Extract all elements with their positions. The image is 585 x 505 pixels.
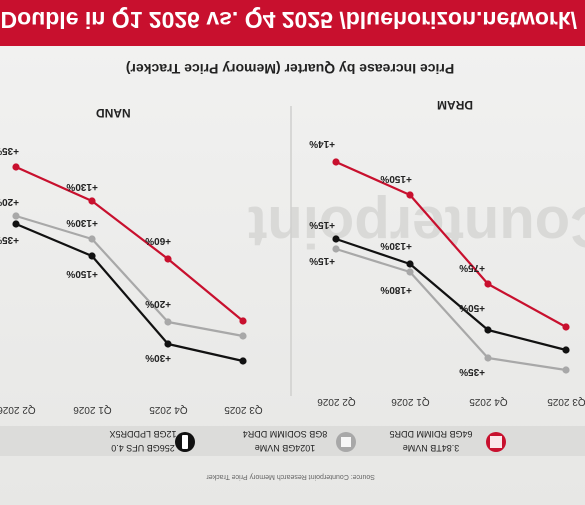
nand-red-data-label: +35% (0, 145, 19, 156)
header-banner: More Than Double in Q1 2026 vs. Q4 2025 … (0, 0, 585, 46)
dram-black-data-label: +15% (309, 219, 335, 230)
dram-x-tick-label: Q1 2026 (391, 396, 430, 407)
legend-dram-line2: 3.84TB NVMe (403, 443, 460, 453)
nand-red-data-label: +60% (145, 235, 171, 246)
dram-x-tick-label: Q4 2025 (469, 396, 508, 407)
nand-gray-point (12, 212, 20, 220)
tick-layer: Q3 2025 Q4 2025 Q1 2026 Q2 2026 Q3 2025 Q4 20… (0, 396, 585, 415)
dram-red-line (335, 160, 567, 328)
nand-red-point (12, 163, 20, 171)
chart-area: Counterpoint Price Increase by Quarter (… (0, 61, 585, 480)
label-layer: +75% +150% +14% +50% +130% +15% +35% +180% +15% +… (0, 138, 485, 377)
dram-red-point (406, 191, 414, 199)
header-text: More Than Double in Q1 2026 vs. Q4 2025 … (0, 7, 577, 33)
legend-phone: 12GB LPDDR5X 256GB UFS 4.0 (109, 429, 195, 453)
dram-black-data-label: +130% (380, 240, 412, 251)
nand-gray-data-label: +20% (0, 196, 19, 207)
dram-red-data-label: +14% (309, 138, 335, 149)
series-layer (12, 158, 570, 374)
chart-title: Price Increase by Quarter (Memory Price … (126, 61, 454, 77)
nand-x-tick-label: Q2 2026 (0, 404, 36, 415)
nand-black-point (239, 357, 247, 365)
dram-gray-point (562, 366, 570, 374)
dram-gray-data-label: +180% (380, 284, 412, 295)
nand-black-point (164, 340, 172, 348)
nand-black-data-label: +30% (145, 352, 171, 363)
nand-x-tick-label: Q4 2025 (149, 404, 188, 415)
legend-sodimm-line1: 8GB SODIMM DDR4 (243, 429, 328, 439)
nand-gray-point (88, 235, 96, 243)
dram-x-tick-label: Q2 2026 (317, 396, 356, 407)
legend-dram-line1: 64GB RDIMM DDR5 (389, 429, 472, 439)
nand-gray-line (15, 214, 244, 338)
dram-panel-title: DRAM (437, 98, 473, 112)
nand-gray-point (239, 332, 247, 340)
legend-phone-line1: 12GB LPDDR5X (109, 429, 176, 439)
dram-red-point (332, 158, 340, 166)
nand-black-point (88, 252, 96, 260)
nand-red-point (239, 317, 247, 325)
dram-gray-point (406, 268, 414, 276)
nand-x-tick-label: Q1 2026 (73, 404, 112, 415)
dram-black-point (332, 235, 340, 243)
dram-gray-line (335, 247, 567, 372)
legend-phone-line2: 256GB UFS 4.0 (111, 443, 175, 453)
nand-gray-data-label: +130% (66, 217, 98, 228)
nand-black-point (12, 220, 20, 228)
nand-red-point (88, 197, 96, 205)
dram-red-point (562, 323, 570, 331)
dram-black-data-label: +50% (459, 302, 485, 313)
dram-gray-data-label: +35% (459, 366, 485, 377)
nand-gray-data-label: +20% (145, 298, 171, 309)
dram-red-point (484, 280, 492, 288)
dram-black-line (335, 237, 567, 352)
nand-red-point (164, 255, 172, 263)
nand-panel-title: NAND (96, 106, 131, 120)
dram-gray-point (332, 245, 340, 253)
dram-x-tick-label: Q3 2025 (547, 396, 585, 407)
nand-x-tick-label: Q3 2025 (224, 404, 263, 415)
watermark: Counterpoint (248, 194, 585, 259)
legend-sodimm-line2: 1024GB NVMe (255, 443, 316, 453)
nand-black-line (15, 222, 244, 363)
legend-dram: 64GB RDIMM DDR5 3.84TB NVMe (389, 429, 506, 453)
nand-red-line (15, 165, 244, 322)
dram-black-point (484, 326, 492, 334)
dram-black-point (562, 346, 570, 354)
legend-sodimm: 8GB SODIMM DDR4 1024GB NVMe (243, 429, 356, 453)
dram-gray-point (484, 354, 492, 362)
nand-gray-point (164, 318, 172, 326)
dram-black-point (406, 260, 414, 268)
nand-black-data-label: +35% (0, 234, 19, 245)
source-note: Source: Counterpoint Research Memory Pri… (206, 473, 375, 480)
nand-red-data-label: +130% (66, 181, 98, 192)
dram-red-data-label: +75% (459, 262, 485, 273)
dram-gray-data-label: +15% (309, 255, 335, 266)
nand-black-data-label: +150% (66, 268, 98, 279)
dram-red-data-label: +150% (380, 173, 412, 184)
